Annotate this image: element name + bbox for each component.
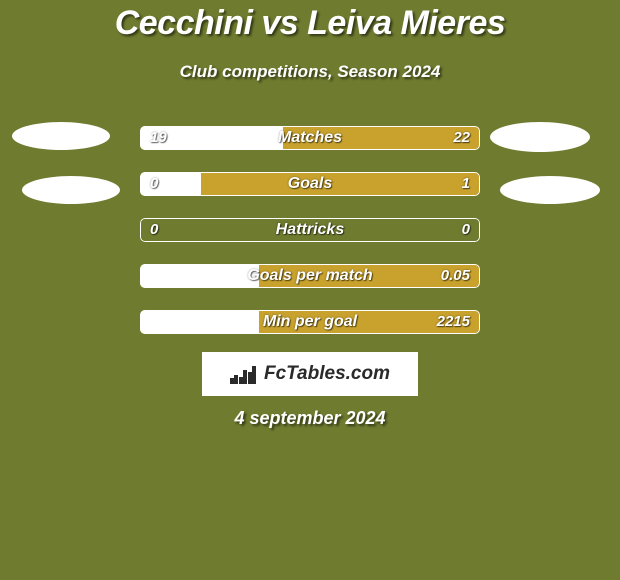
bar-row-hattricks: 0 Hattricks 0 [140, 218, 480, 242]
page-subtitle: Club competitions, Season 2024 [0, 62, 620, 82]
player-left-oval-2 [22, 176, 120, 204]
bar-label: Goals per match [140, 264, 480, 288]
footer-date: 4 september 2024 [0, 408, 620, 429]
page-title: Cecchini vs Leiva Mieres [0, 4, 620, 43]
bar-row-goals-per-match: Goals per match 0.05 [140, 264, 480, 288]
player-right-oval-1 [490, 122, 590, 152]
bar-row-min-per-goal: Min per goal 2215 [140, 310, 480, 334]
bar-label: Min per goal [140, 310, 480, 334]
bar-label: Hattricks [140, 218, 480, 242]
player-right-oval-2 [500, 176, 600, 204]
player-left-oval-1 [12, 122, 110, 150]
bar-row-matches: 19 Matches 22 [140, 126, 480, 150]
bar-right-value: 1 [462, 172, 470, 196]
bar-right-value: 0.05 [441, 264, 470, 288]
bar-right-value: 0 [462, 218, 470, 242]
bar-right-value: 2215 [437, 310, 470, 334]
comparison-bars: 19 Matches 22 0 Goals 1 0 Hattricks 0 Go… [140, 126, 480, 356]
logo-text: FcTables.com [264, 363, 390, 385]
bar-label: Matches [140, 126, 480, 150]
bar-row-goals: 0 Goals 1 [140, 172, 480, 196]
fctables-logo: FcTables.com [202, 352, 418, 396]
bar-right-value: 22 [453, 126, 470, 150]
bar-label: Goals [140, 172, 480, 196]
comparison-canvas: Cecchini vs Leiva Mieres Club competitio… [0, 0, 620, 580]
logo-bars-icon [230, 364, 258, 384]
